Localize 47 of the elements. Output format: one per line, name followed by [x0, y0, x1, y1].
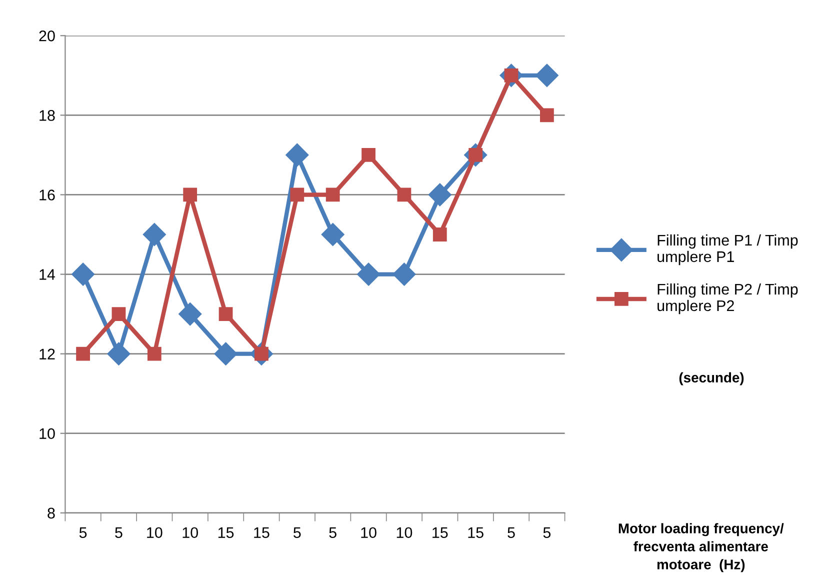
x-tick-label: 5	[508, 527, 515, 538]
point	[218, 307, 233, 321]
point	[392, 262, 416, 286]
point	[362, 148, 376, 162]
x-tick-label: 15	[468, 527, 484, 538]
x-tick-label: 10	[147, 527, 162, 538]
point	[535, 64, 558, 87]
point	[540, 108, 554, 122]
x-tick-label: 5	[79, 527, 87, 538]
y-tick-label: 12	[40, 348, 55, 360]
y-tick-label: 14	[40, 269, 56, 280]
point	[357, 262, 380, 286]
x-tick-label: 5	[543, 527, 551, 538]
point	[432, 228, 447, 242]
point	[76, 346, 90, 361]
point	[107, 342, 130, 366]
point	[286, 143, 309, 166]
point	[183, 188, 198, 202]
x-tick-label: 5	[115, 527, 122, 538]
point	[290, 188, 304, 202]
point	[321, 223, 344, 246]
legend-label: Filling time P2 / Timp umplere P2	[658, 283, 798, 314]
y-tick-label: 8	[48, 508, 55, 519]
point	[142, 223, 166, 246]
point	[72, 262, 95, 286]
y-tick-label: 18	[40, 110, 55, 121]
point	[147, 346, 162, 361]
x-tick-label: 10	[396, 527, 412, 538]
x-tick-label: 5	[329, 527, 336, 538]
x-tick-label: 10	[182, 527, 198, 538]
point	[397, 188, 412, 202]
text: (secunde)	[679, 372, 744, 386]
x-tick-label: 15	[218, 527, 234, 538]
point	[326, 188, 340, 202]
x-tick-label: 15	[432, 527, 448, 538]
y-tick-label: 16	[40, 190, 55, 200]
legend-label: Filling time P1 / Timp umplere P1	[658, 234, 798, 266]
point	[214, 342, 238, 366]
point	[112, 307, 126, 321]
point	[428, 183, 452, 206]
x-tick-label: 15	[254, 527, 270, 538]
x-tick-label: 10	[361, 527, 376, 538]
y-tick-label: 20	[39, 30, 55, 42]
x-axis-title: Motor loading frequency/ frecventa alimentare motoare (Hz)	[618, 523, 784, 572]
y-tick-label: 10	[40, 428, 55, 440]
x-tick-label: 5	[294, 527, 301, 538]
point	[178, 302, 202, 326]
